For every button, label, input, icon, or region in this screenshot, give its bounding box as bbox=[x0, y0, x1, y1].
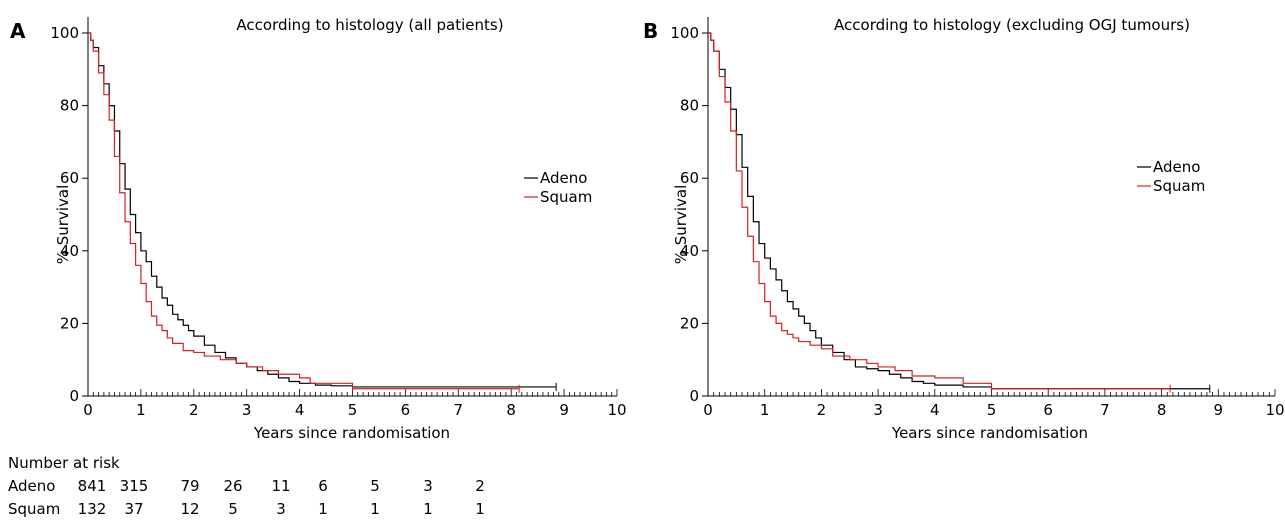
y-axis-label: % Survival bbox=[672, 185, 690, 265]
chart-title: According to histology (all patients) bbox=[236, 16, 503, 34]
y-tick-label: 0 bbox=[689, 387, 699, 405]
risk-cell: 5 bbox=[228, 500, 238, 518]
x-tick-label: 0 bbox=[703, 401, 713, 419]
risk-cell: 37 bbox=[124, 500, 144, 518]
x-tick-label: 2 bbox=[817, 401, 827, 419]
x-tick-label: 6 bbox=[1043, 401, 1053, 419]
x-tick-label: 9 bbox=[559, 401, 569, 419]
x-tick-label: 9 bbox=[1214, 401, 1224, 419]
y-tick-label: 80 bbox=[680, 97, 699, 115]
risk-cell: 79 bbox=[180, 477, 200, 495]
risk-cell: 5 bbox=[370, 477, 380, 495]
x-tick-label: 10 bbox=[607, 401, 626, 419]
x-axis-label: Years since randomisation bbox=[891, 424, 1088, 442]
risk-cell: 1 bbox=[370, 500, 380, 518]
legend-label: Adeno bbox=[1153, 158, 1200, 176]
x-tick-label: 3 bbox=[873, 401, 883, 419]
x-tick-label: 1 bbox=[136, 401, 146, 419]
legend-label: Adeno bbox=[540, 169, 587, 187]
risk-cell: 3 bbox=[276, 500, 286, 518]
series-line-adeno bbox=[88, 32, 557, 388]
risk-cell: 2 bbox=[475, 477, 485, 495]
x-tick-label: 7 bbox=[1100, 401, 1110, 419]
y-tick-label: 100 bbox=[670, 24, 699, 42]
risk-cell: 26 bbox=[223, 477, 243, 495]
y-tick-label: 40 bbox=[680, 242, 699, 260]
risk-cell: 1 bbox=[475, 500, 485, 518]
risk-cell: 1 bbox=[423, 500, 433, 518]
x-tick-label: 3 bbox=[242, 401, 252, 419]
x-tick-label: 7 bbox=[454, 401, 464, 419]
y-tick-label: 20 bbox=[680, 314, 699, 332]
risk-cell: 6 bbox=[318, 477, 328, 495]
x-tick-label: 8 bbox=[506, 401, 516, 419]
x-axis-label: Years since randomisation bbox=[253, 424, 450, 442]
y-tick-label: 100 bbox=[50, 24, 79, 42]
survival-figure: A According to histology (all patients) 0 2… bbox=[10, 16, 1285, 442]
y-axis-label: % Survival bbox=[54, 185, 72, 265]
x-tick-label: 1 bbox=[760, 401, 770, 419]
risk-cell: 132 bbox=[77, 500, 107, 518]
risk-cell: 315 bbox=[119, 477, 149, 495]
x-tick-label: 5 bbox=[987, 401, 997, 419]
risk-cell: 12 bbox=[180, 500, 200, 518]
y-tick-label: 20 bbox=[60, 314, 79, 332]
x-tick-label: 4 bbox=[295, 401, 305, 419]
panel-label: B bbox=[643, 19, 658, 43]
y-tick-label: 80 bbox=[60, 97, 79, 115]
chart-title: According to histology (excluding OGJ tu… bbox=[834, 16, 1190, 34]
risk-cell: 3 bbox=[423, 477, 433, 495]
y-tick-label: 60 bbox=[680, 169, 699, 187]
risk-cell: 841 bbox=[77, 477, 107, 495]
series-line-squam bbox=[708, 32, 1171, 390]
x-tick-label: 2 bbox=[189, 401, 199, 419]
y-tick-label: 0 bbox=[69, 387, 79, 405]
y-tick-label: 60 bbox=[60, 169, 79, 187]
risk-cell: 11 bbox=[271, 477, 291, 495]
legend-label: Squam bbox=[1153, 177, 1205, 195]
y-tick-label: 40 bbox=[60, 242, 79, 260]
panel-label: A bbox=[10, 19, 26, 43]
x-tick-label: 6 bbox=[401, 401, 411, 419]
legend-label: Squam bbox=[540, 188, 592, 206]
series-line-squam bbox=[88, 32, 520, 390]
risk-cell: 1 bbox=[318, 500, 328, 518]
x-tick-label: 4 bbox=[930, 401, 940, 419]
risk-title-text: Number at risk bbox=[8, 454, 120, 472]
series-line-adeno bbox=[708, 32, 1210, 390]
risk-row-label: Adeno bbox=[8, 477, 56, 495]
risk-row-label: Squam bbox=[8, 500, 61, 518]
panel-a: A According to histology (all patients) 0 2… bbox=[10, 16, 627, 442]
x-tick-label: 0 bbox=[83, 401, 93, 419]
x-tick-label: 10 bbox=[1265, 401, 1284, 419]
panel-b: B According to histology (excluding OGJ t… bbox=[643, 16, 1285, 442]
x-tick-label: 5 bbox=[348, 401, 358, 419]
x-tick-label: 8 bbox=[1157, 401, 1167, 419]
